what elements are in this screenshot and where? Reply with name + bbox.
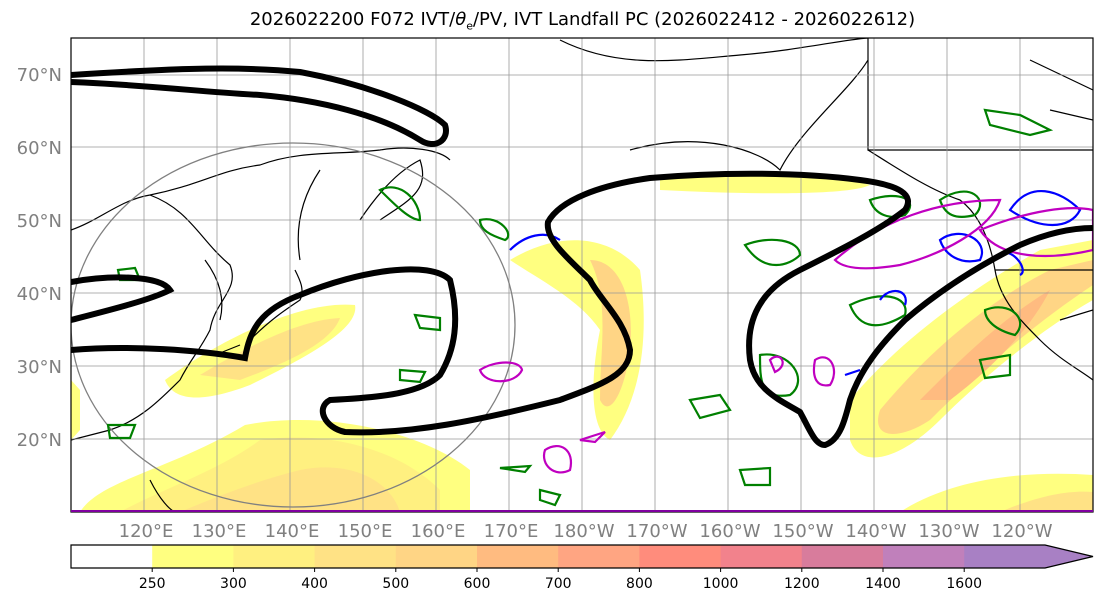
colorbar-tick-label: 1400	[865, 576, 901, 592]
lon-label: 130°W	[918, 521, 979, 542]
lon-label: 170°W	[626, 521, 687, 542]
colorbar-tick-label: 1000	[703, 576, 739, 592]
colorbar-segment	[233, 545, 316, 568]
lon-label: 160°E	[411, 521, 466, 542]
lat-labels: 70°N 60°N 50°N 40°N 30°N 20°N	[17, 65, 62, 451]
title-theta: θ	[455, 9, 467, 30]
colorbar-outline	[70, 544, 1094, 569]
range-circle	[71, 142, 516, 508]
lon-label: 170°E	[484, 521, 539, 542]
pv-positive-contours	[509, 190, 1082, 377]
map-panel	[71, 38, 1093, 512]
colorbar-tick-label: 600	[464, 576, 491, 592]
colorbar-tick-label: 500	[382, 576, 409, 592]
colorbar-segment	[314, 545, 397, 568]
lon-label: 160°W	[699, 521, 760, 542]
map-title: 2026022200 F072 IVT/θe/PV, IVT Landfall …	[0, 9, 1105, 33]
lon-labels: 120°E 130°E 140°E 150°E 160°E 170°E 180°…	[119, 521, 1053, 542]
title-prefix: 2026022200 F072 IVT/	[249, 9, 456, 30]
colorbar-segment	[883, 545, 965, 568]
colorbar-tick-label: 1200	[784, 576, 820, 592]
colorbar-tick-label: 300	[220, 576, 247, 592]
lon-label: 140°W	[845, 521, 906, 542]
lon-label: 180°W	[553, 521, 614, 542]
lon-label: 130°E	[192, 521, 247, 542]
colorbar-segment	[801, 545, 884, 568]
title-theta-sub: e	[466, 19, 473, 33]
lat-label: 40°N	[17, 284, 62, 305]
lat-label: 70°N	[17, 65, 62, 86]
lon-label: 150°E	[338, 521, 393, 542]
title-suffix: /PV, IVT Landfall PC (2026022412 - 20260…	[472, 9, 916, 30]
lat-label: 50°N	[17, 211, 62, 232]
colorbar-segment	[71, 545, 153, 568]
lon-label: 120°W	[991, 521, 1052, 542]
colorbar-segment	[558, 545, 640, 568]
colorbar-segment	[964, 545, 1093, 568]
colorbar-segment	[395, 545, 478, 568]
theta-e-contours	[106, 108, 1054, 507]
lat-label: 30°N	[17, 357, 62, 378]
colorbar-tick-label: 1600	[946, 576, 982, 592]
colorbar-tick-label: 400	[301, 576, 328, 592]
colorbar-tick-label: 700	[545, 576, 572, 592]
lon-label: 140°E	[265, 521, 320, 542]
colorbar-segment	[720, 545, 803, 568]
colorbar-tick-label: 250	[139, 576, 166, 592]
colorbar: 250 300 400 500 600 700 800 1000 1200 1400 1600	[70, 544, 1094, 592]
lat-label: 20°N	[17, 430, 62, 451]
colorbar-segment	[639, 545, 722, 568]
colorbar-segment	[152, 545, 234, 568]
lon-label: 150°W	[772, 521, 833, 542]
colorbar-segment	[477, 545, 559, 568]
lat-label: 60°N	[17, 138, 62, 159]
colorbar-tick-label: 800	[626, 576, 653, 592]
lon-label: 120°E	[119, 521, 174, 542]
ivt-landfall-contours	[71, 65, 1093, 449]
